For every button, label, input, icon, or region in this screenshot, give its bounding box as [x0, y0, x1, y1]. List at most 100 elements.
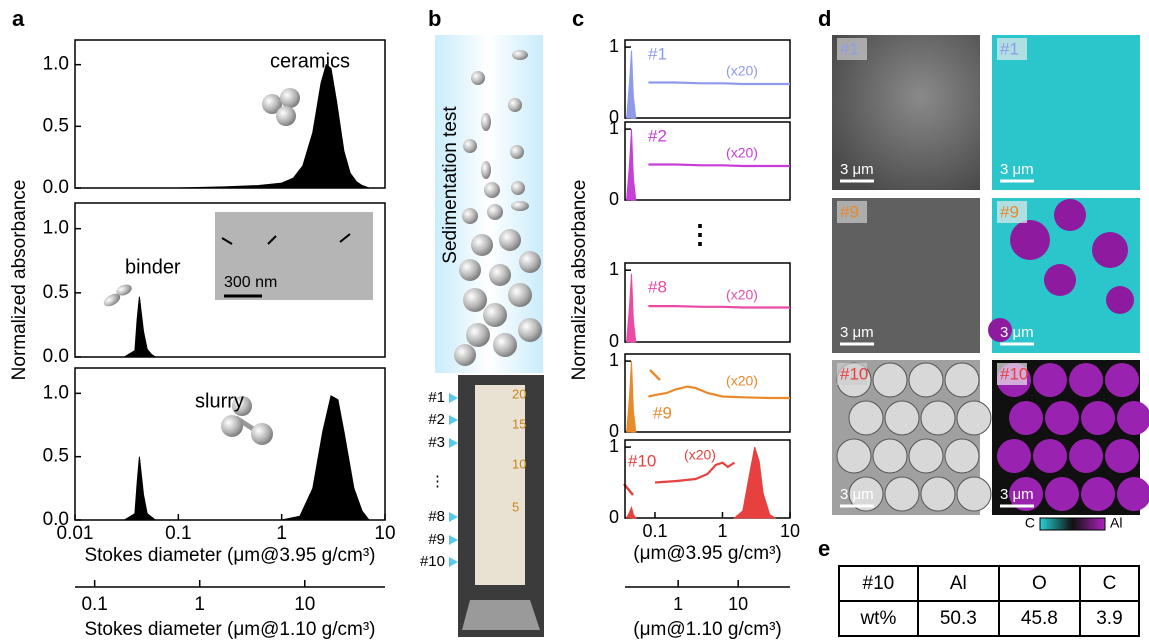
label-box	[837, 201, 867, 223]
scale-label: 3 μm	[840, 161, 874, 178]
tem-inset	[215, 212, 373, 300]
y-tick-label: 0.0	[43, 177, 69, 198]
particle	[508, 98, 522, 112]
particle	[489, 264, 511, 286]
slurry-icon	[221, 396, 273, 445]
y-tick-label: 1	[609, 118, 619, 138]
plot-frame	[74, 202, 386, 358]
colorbar-label: C	[1025, 515, 1035, 531]
plot-frame	[624, 39, 791, 119]
line	[654, 461, 735, 484]
plot-frame	[624, 262, 791, 343]
particle	[511, 201, 529, 211]
scale-label: 300 nm	[224, 274, 277, 291]
particle	[499, 229, 521, 251]
line	[648, 305, 790, 309]
series-label: #8	[648, 277, 667, 296]
particle	[1081, 477, 1115, 511]
area	[733, 446, 777, 519]
particle	[1069, 439, 1103, 473]
slurry-column	[475, 385, 525, 585]
y-tick-label: 1.0	[43, 218, 69, 239]
micrograph	[832, 198, 980, 353]
image-label: #10	[1000, 364, 1028, 383]
image-label: #1	[1000, 39, 1019, 58]
inset-arrows	[221, 233, 351, 245]
x-tick-label: 10	[780, 521, 800, 541]
particle	[1105, 363, 1139, 397]
image-label: #9	[840, 202, 859, 221]
y-tick-label: 0.0	[43, 346, 69, 367]
y-tick-label: 0.5	[43, 115, 69, 136]
particle	[466, 323, 490, 347]
scale-label: 3 μm	[1000, 486, 1034, 503]
y-tick-label: 1	[609, 36, 619, 56]
label-box	[997, 201, 1027, 223]
x2-tick-label: 10	[728, 594, 748, 614]
y-tick-label: 1	[609, 436, 619, 456]
ceramics-icon	[262, 88, 300, 126]
y-tick-label: 0	[609, 189, 619, 209]
annotation: binder	[125, 256, 181, 278]
y-tick-label: 1.0	[43, 382, 69, 403]
x-axis-label: (μm@3.95 g/cm³)	[633, 543, 781, 564]
particle	[1117, 477, 1149, 511]
particle	[1105, 439, 1139, 473]
level-marker	[449, 415, 458, 425]
particle	[1033, 439, 1067, 473]
line	[648, 385, 790, 400]
area	[626, 50, 637, 119]
particle	[884, 476, 920, 512]
particle	[487, 204, 503, 220]
al-region	[1044, 264, 1076, 296]
annotation: slurry	[195, 390, 244, 412]
level-marker	[449, 512, 458, 522]
y-axis-label: Normalized absorbance	[569, 180, 590, 381]
label-box	[837, 38, 867, 60]
binder-icon	[103, 284, 132, 307]
level-marker	[449, 535, 458, 545]
particle	[481, 113, 491, 131]
level-labels: #1 #2 #3 ⋮ #8 #9 #10 20 15 10 5	[420, 386, 527, 570]
image-label: #9	[1000, 202, 1019, 221]
label-box	[997, 363, 1027, 385]
particle	[471, 71, 485, 85]
level-label: #2	[428, 411, 445, 428]
x2-tick-label: 1	[194, 594, 205, 615]
level-label: #8	[428, 508, 445, 525]
annotation: (x20)	[726, 287, 758, 303]
particle	[956, 400, 992, 436]
level-label: ⋮	[430, 473, 445, 490]
plot-frame	[624, 353, 791, 433]
x-tick-label: 1	[276, 523, 287, 544]
particle	[1081, 401, 1115, 435]
particle	[848, 400, 884, 436]
particle	[510, 145, 524, 159]
ellipsis: ⋮	[687, 219, 713, 249]
area	[626, 273, 637, 343]
arrow	[649, 369, 661, 381]
colorbar-label: Al	[1110, 515, 1122, 531]
scale-label: 3 μm	[1000, 324, 1034, 341]
particle	[997, 439, 1031, 473]
particle	[1009, 401, 1043, 435]
particle	[508, 283, 532, 307]
x-tick-label: 1	[717, 521, 727, 541]
particle	[454, 344, 476, 366]
cylinder-base	[462, 600, 540, 630]
label-box	[837, 363, 867, 385]
x-tick-label: 0.1	[642, 521, 667, 541]
x-axis-label: Stokes diameter (μm@3.95 g/cm³)	[84, 545, 375, 566]
image-label: #10	[840, 364, 868, 383]
particles	[454, 50, 542, 366]
table-cell: C	[1078, 565, 1141, 602]
table-cell: 45.8	[997, 600, 1081, 637]
al-region	[1092, 232, 1128, 268]
y-tick-label: 0	[609, 331, 619, 351]
cylinder-scale: 20	[512, 386, 526, 401]
cylinder-scale: 15	[512, 416, 526, 431]
particle	[920, 476, 956, 512]
annotation: ceramics	[270, 50, 350, 72]
